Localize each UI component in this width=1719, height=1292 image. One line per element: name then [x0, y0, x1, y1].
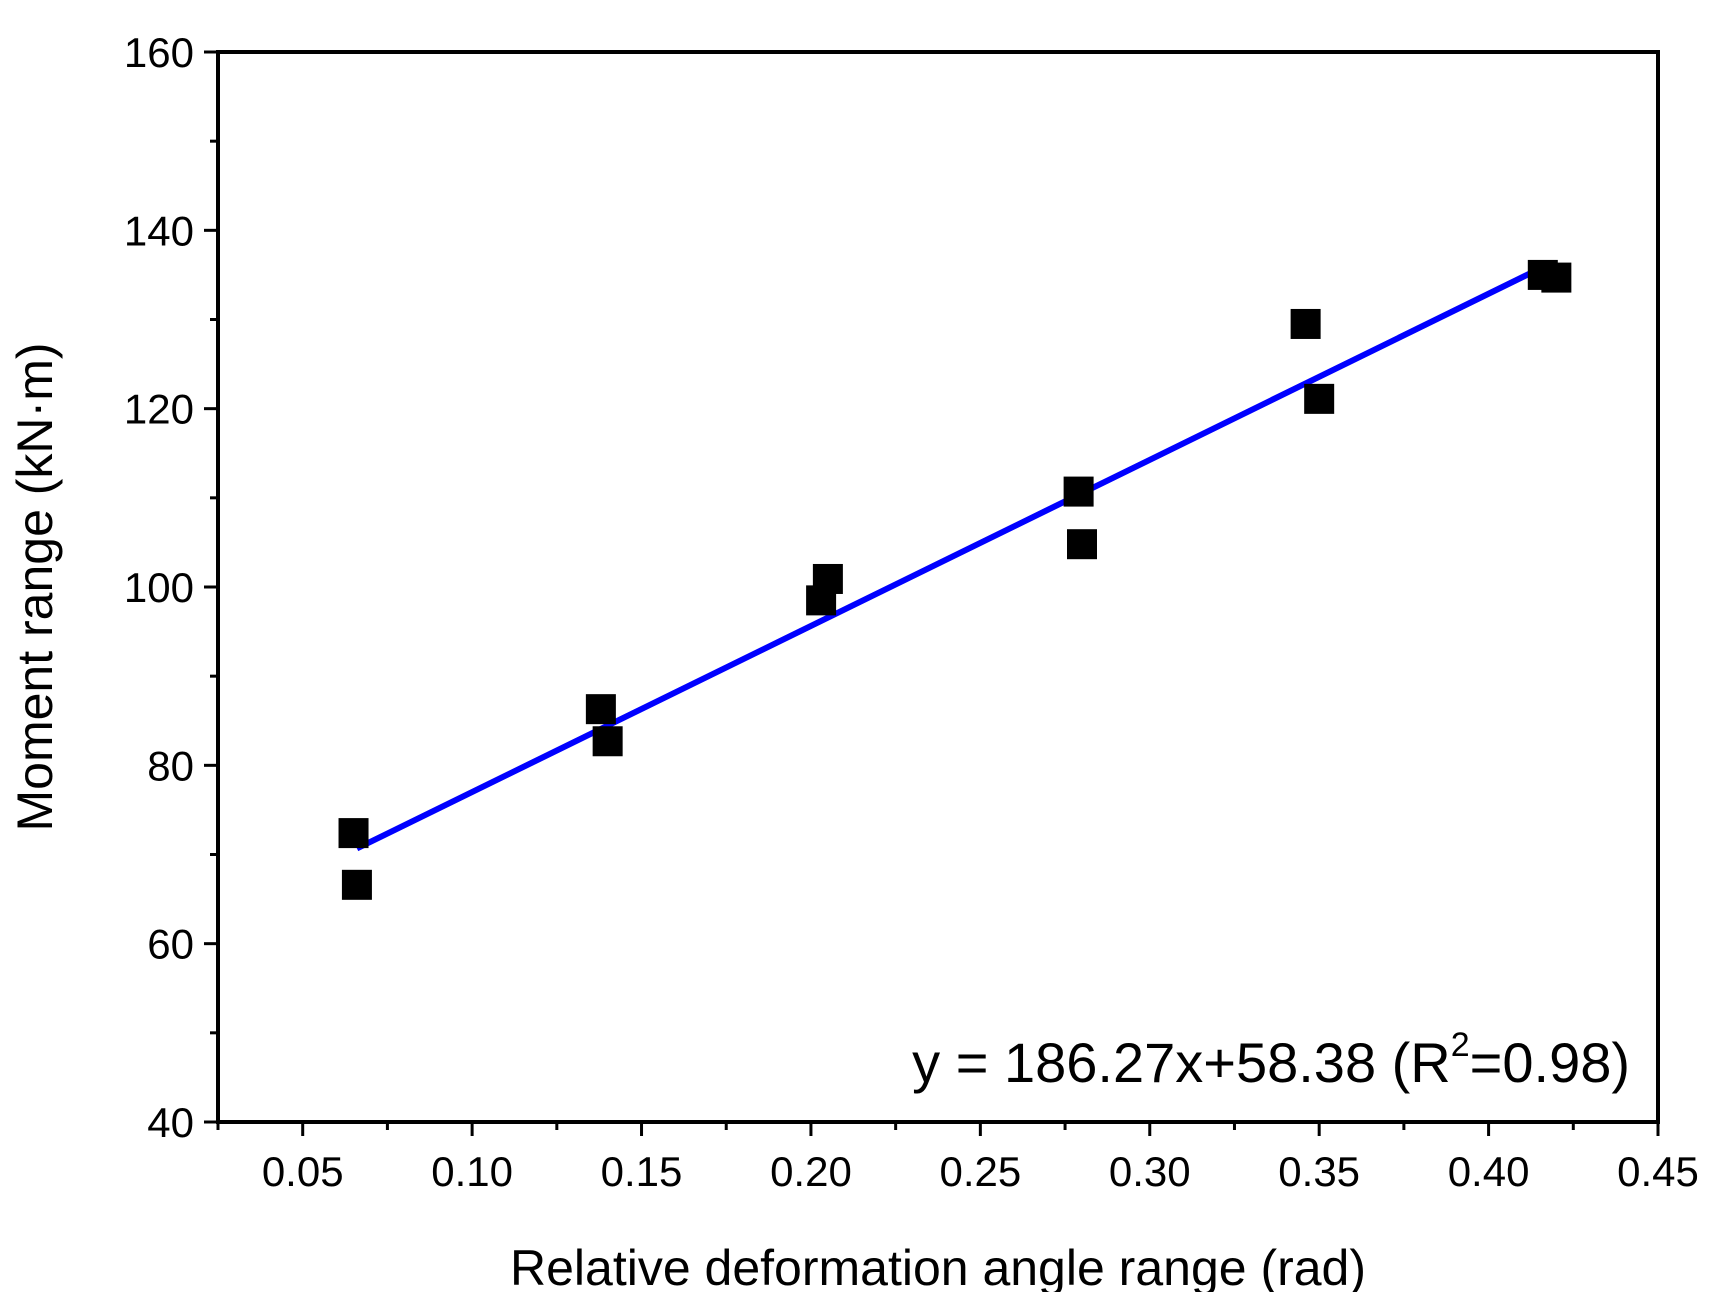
- x-axis-ticks: 0.05 0.10 0.15 0.20 0.25 0.30 0.35 0.40 0.45: [216, 1122, 1699, 1195]
- x-tick-label: 0.40: [1448, 1148, 1530, 1195]
- data-point: [812, 563, 843, 594]
- y-tick-label: 160: [124, 29, 194, 76]
- data-point: [1290, 308, 1321, 339]
- x-tick-label: 0.05: [262, 1148, 344, 1195]
- data-point: [1063, 476, 1094, 507]
- y-tick-label: 100: [124, 564, 194, 611]
- y-tick-label: 120: [124, 386, 194, 433]
- data-point: [1304, 383, 1335, 414]
- x-tick-label: 0.15: [601, 1148, 683, 1195]
- data-points: [338, 259, 1572, 900]
- data-point: [341, 869, 372, 900]
- x-tick-label: 0.10: [431, 1148, 513, 1195]
- fit-equation-prefix: y = 186.27x+58.38 (R: [912, 1031, 1451, 1094]
- x-tick-label: 0.45: [1617, 1148, 1699, 1195]
- fit-equation-superscript: 2: [1451, 1026, 1470, 1064]
- data-point: [1067, 529, 1097, 560]
- fit-equation-suffix: =0.98): [1470, 1031, 1630, 1094]
- fit-line: [355, 261, 1551, 852]
- plot-frame: [216, 50, 1660, 1124]
- data-point: [1541, 262, 1572, 293]
- fit-line-layer: [355, 261, 1551, 852]
- fit-equation: y = 186.27x+58.38 (R2=0.98): [912, 1026, 1630, 1094]
- x-tick-label: 0.20: [770, 1148, 852, 1195]
- y-axis-title: Moment range (kN·m): [7, 343, 63, 832]
- y-tick-label: 80: [147, 742, 194, 789]
- x-tick-label: 0.35: [1278, 1148, 1360, 1195]
- data-point: [338, 818, 369, 849]
- y-tick-label: 140: [124, 207, 194, 254]
- x-axis-title: Relative deformation angle range (rad): [510, 1240, 1366, 1292]
- x-tick-label: 0.30: [1109, 1148, 1191, 1195]
- data-point: [585, 694, 616, 725]
- y-axis-ticks: 40 60 80 100 120 140 160: [124, 29, 218, 1146]
- y-tick-label: 60: [147, 921, 194, 968]
- data-point: [592, 726, 623, 757]
- y-tick-label: 40: [147, 1099, 194, 1146]
- x-tick-label: 0.25: [939, 1148, 1021, 1195]
